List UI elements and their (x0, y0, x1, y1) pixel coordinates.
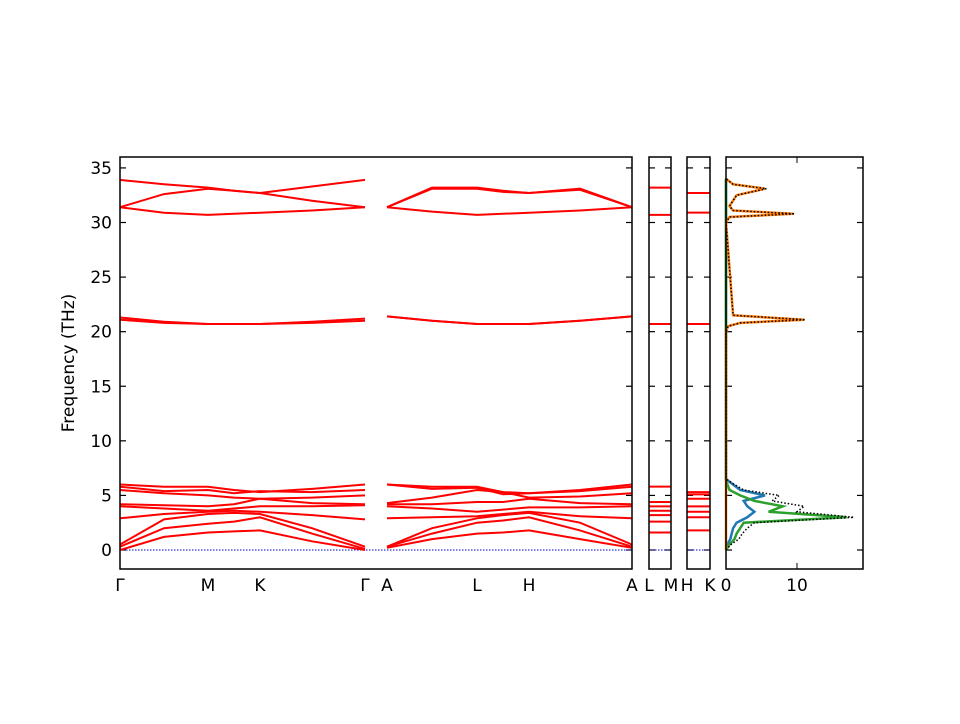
y-tick-label: 10 (90, 432, 112, 452)
x-tick-label: K (254, 576, 266, 596)
x-tick-label: 0 (721, 576, 732, 596)
x-tick-label: L (644, 576, 654, 596)
band (119, 178, 633, 209)
x-tick-label: M (664, 576, 679, 596)
x-tick-label: M (201, 576, 216, 596)
x-tick-label: Γ (360, 576, 370, 596)
x-tick-label: K (704, 576, 716, 596)
band (119, 206, 633, 216)
y-tick-label: 35 (90, 159, 112, 179)
band (119, 488, 633, 505)
x-tick-label: 10 (786, 576, 808, 596)
y-tick-label: 25 (90, 268, 112, 288)
dos-curve (724, 178, 766, 551)
y-tick-label: 20 (90, 323, 112, 343)
dos-curve (724, 178, 847, 551)
x-tick-label: H (523, 576, 536, 596)
band (119, 516, 633, 550)
y-tick-label: 0 (101, 541, 112, 561)
band (119, 187, 633, 209)
panel-frame (119, 156, 633, 570)
y-axis-label: Frequency (THz) (59, 294, 79, 433)
band (119, 315, 633, 325)
y-tick-label: 30 (90, 214, 112, 234)
panel-frame (725, 156, 864, 570)
x-tick-label: H (681, 576, 694, 596)
panel-frame (686, 156, 711, 570)
y-tick-label: 15 (90, 377, 112, 397)
x-tick-label: A (626, 576, 638, 596)
x-tick-label: Γ (115, 576, 125, 596)
panel-frame (648, 156, 672, 570)
band (119, 529, 633, 551)
x-tick-label: L (472, 576, 482, 596)
band (119, 483, 633, 496)
band (119, 497, 633, 508)
band (119, 511, 633, 548)
band (119, 504, 633, 513)
band (119, 509, 633, 521)
x-tick-label: A (381, 576, 393, 596)
y-tick-label: 5 (101, 486, 112, 506)
dos-curve (725, 178, 854, 551)
